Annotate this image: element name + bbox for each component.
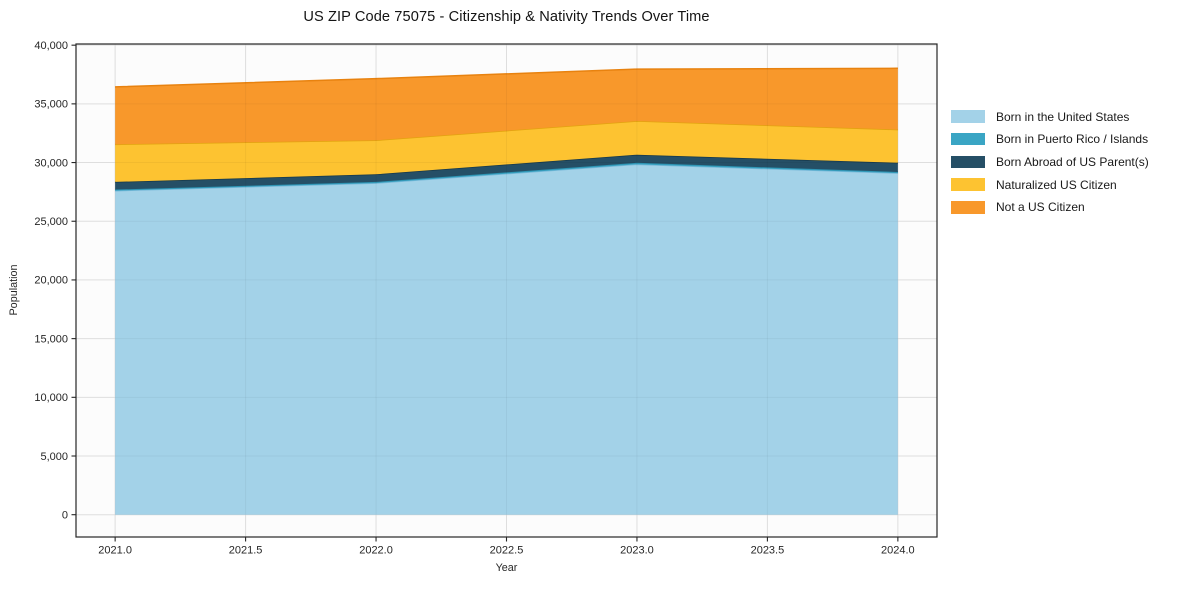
legend-swatch-icon	[951, 178, 985, 191]
legend-swatch-icon	[951, 132, 985, 146]
x-tick-label: 2024.0	[881, 545, 915, 557]
x-tick-label: 2021.5	[229, 545, 263, 557]
legend-item: Naturalized US Citizen	[951, 177, 1149, 192]
y-tick-label: 5,000	[40, 451, 68, 463]
area-edge-4	[115, 67, 898, 88]
y-tick-label: 30,000	[34, 157, 68, 169]
legend-item: Born in Puerto Rico / Islands	[951, 132, 1149, 147]
legend: Born in the United States Born in Puerto …	[951, 110, 1149, 223]
y-axis-label: Population	[8, 264, 20, 316]
y-tick-label: 15,000	[34, 333, 68, 345]
legend-swatch-icon	[951, 201, 985, 214]
legend-item: Not a US Citizen	[951, 200, 1149, 215]
legend-item: Born Abroad of US Parent(s)	[951, 154, 1149, 169]
legend-swatch-icon	[951, 155, 985, 169]
x-tick-label: 2023.0	[620, 545, 654, 557]
area-series-0	[115, 164, 898, 515]
legend-label: Born in Puerto Rico / Islands	[996, 132, 1149, 147]
x-axis-label: Year	[495, 562, 518, 574]
legend-swatch-icon	[951, 110, 985, 123]
area-series-3	[115, 121, 898, 182]
legend-label: Naturalized US Citizen	[996, 177, 1117, 192]
area-series-2	[115, 154, 898, 190]
x-tick-label: 2021.0	[98, 545, 132, 557]
x-tick-label: 2022.0	[359, 545, 393, 557]
y-tick-label: 25,000	[34, 216, 68, 228]
legend-label: Born in the United States	[996, 109, 1130, 124]
chart-title: US ZIP Code 75075 - Citizenship & Nativi…	[303, 9, 710, 25]
legend-label: Not a US Citizen	[996, 200, 1085, 215]
y-tick-label: 20,000	[34, 275, 68, 287]
legend-item: Born in the United States	[951, 109, 1149, 124]
y-tick-label: 0	[62, 509, 68, 521]
legend-label: Born Abroad of US Parent(s)	[996, 154, 1149, 169]
y-tick-label: 35,000	[34, 99, 68, 111]
y-tick-label: 10,000	[34, 392, 68, 404]
area-series-4	[115, 68, 898, 145]
y-tick-label: 40,000	[34, 40, 68, 52]
x-tick-label: 2022.5	[490, 545, 524, 557]
x-tick-label: 2023.5	[751, 545, 785, 557]
